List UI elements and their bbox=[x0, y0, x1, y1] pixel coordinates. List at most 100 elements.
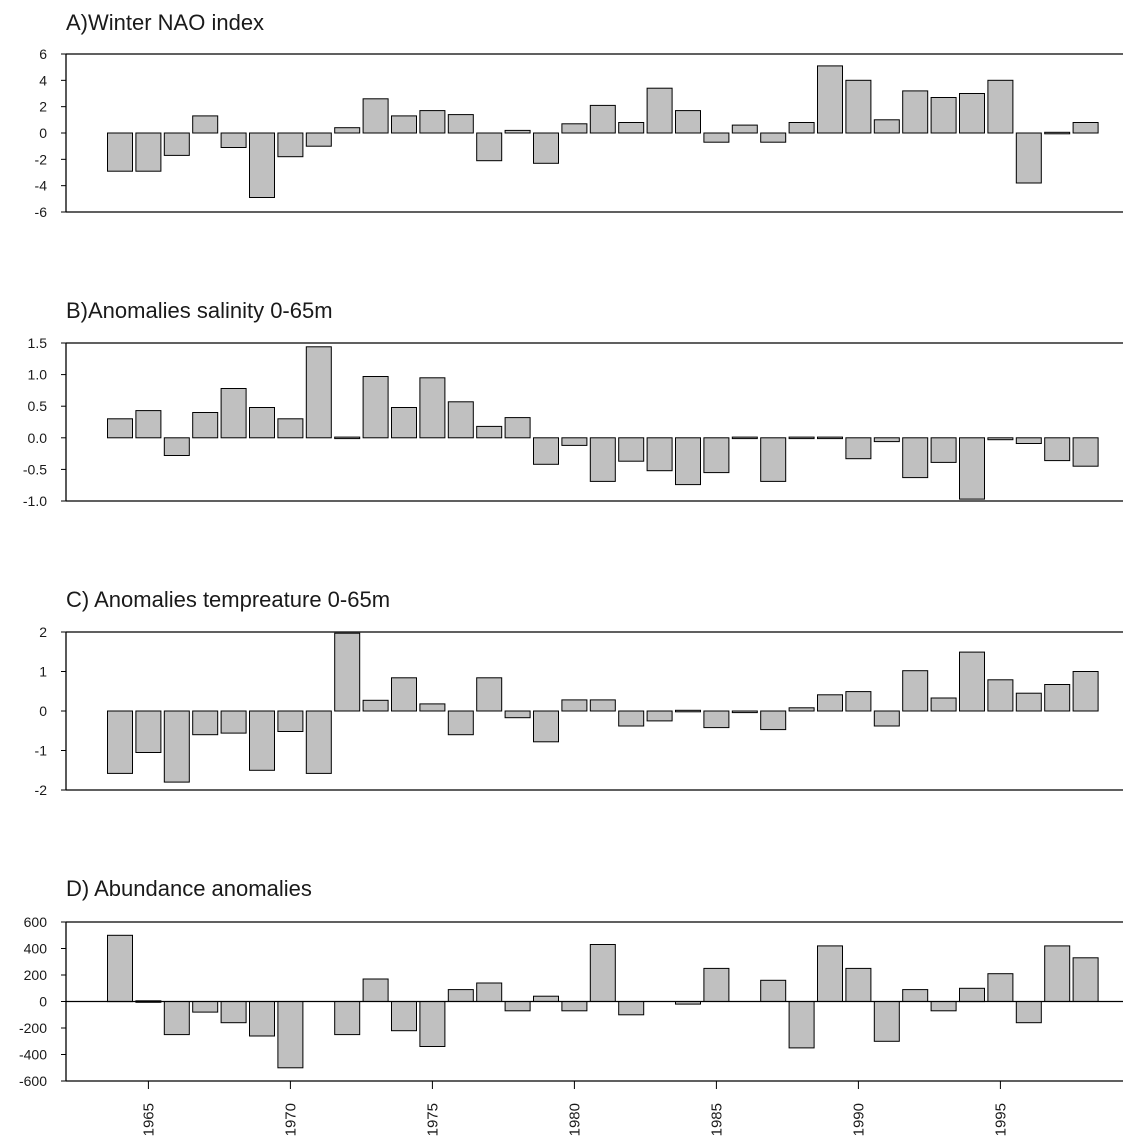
panel-a-bar-1976 bbox=[447, 114, 474, 134]
panel-b-y-tick-label: 0.5 bbox=[28, 398, 48, 414]
panel-b-bar-1978 bbox=[504, 417, 531, 439]
panel-c-bar-1997 bbox=[1044, 684, 1071, 712]
panel-d-bar-1991 bbox=[873, 1001, 900, 1042]
panel-d-bar-1997 bbox=[1044, 945, 1071, 1003]
panel-d-bar-1973 bbox=[362, 978, 389, 1002]
panel-b-y-tick-label: -0.5 bbox=[23, 461, 47, 477]
x-tick-label: 1990 bbox=[850, 1103, 867, 1136]
panel-d-y-tick-label: -200 bbox=[19, 1020, 47, 1036]
panel-c-bar-1986 bbox=[731, 710, 758, 714]
panel-d-bar-1990 bbox=[845, 967, 872, 1003]
panel-b-bar-1989 bbox=[817, 436, 843, 440]
panel-c-bar-1972 bbox=[334, 632, 361, 712]
panel-a-bar-1979 bbox=[533, 132, 559, 164]
panel-d-bar-1995 bbox=[987, 973, 1014, 1003]
panel-a-bar-1971 bbox=[305, 132, 332, 147]
panel-a-bar-1975 bbox=[419, 110, 446, 134]
panel-b-y-tick-label: 1.5 bbox=[28, 335, 48, 351]
panel-c-bar-1998 bbox=[1072, 671, 1099, 712]
panel-c-bar-1984 bbox=[675, 709, 701, 713]
panel-c-bar-1978 bbox=[504, 710, 531, 719]
panel-d-bar-1977 bbox=[476, 982, 503, 1002]
panel-a-y-tick-label: 2 bbox=[39, 99, 47, 115]
panel-d-bar-1981 bbox=[589, 944, 616, 1002]
panel-b-bar-1985 bbox=[703, 437, 730, 474]
panel-c-bar-1970 bbox=[277, 710, 304, 732]
panel-c-bar-1991 bbox=[873, 710, 900, 727]
panel-c-bar-1967 bbox=[192, 710, 219, 736]
panel-d-y-tick-label: -400 bbox=[19, 1047, 47, 1063]
panel-b-y-tick-label: 0.0 bbox=[28, 430, 48, 446]
panel-d-bar-1992 bbox=[902, 989, 929, 1002]
panel-b-bar-1969 bbox=[249, 407, 275, 439]
panel-b-y-tick-label: 1.0 bbox=[28, 367, 48, 383]
panel-a-bar-1968 bbox=[220, 132, 247, 148]
panel-c-y-tick-label: 0 bbox=[39, 703, 47, 719]
panel-b-bar-1994 bbox=[959, 437, 985, 500]
panel-c-bar-1975 bbox=[419, 703, 446, 712]
panel-c-y-tick-label: 2 bbox=[39, 624, 47, 640]
panel-c-bar-1994 bbox=[959, 651, 985, 712]
panel-d-y-tick-label: 200 bbox=[24, 967, 48, 983]
panel-b-bar-1987 bbox=[760, 437, 787, 482]
panel-c-title: C) Anomalies tempreature 0-65m bbox=[66, 587, 391, 612]
panel-d-bar-1985 bbox=[703, 967, 730, 1003]
x-tick-label: 1995 bbox=[992, 1103, 1009, 1136]
panel-a-bar-1986 bbox=[731, 124, 758, 134]
panel-c-bar-1989 bbox=[817, 694, 843, 712]
panel-d-bar-1969 bbox=[249, 1001, 275, 1037]
panel-a-bar-1991 bbox=[873, 119, 900, 134]
panel-d-bar-1979 bbox=[533, 995, 559, 1003]
panel-a-y-tick-label: -6 bbox=[35, 204, 48, 220]
panel-c-bar-1988 bbox=[788, 707, 815, 712]
panel-a-bar-1972 bbox=[334, 127, 361, 134]
panel-a-bar-1967 bbox=[192, 115, 219, 134]
panel-d-y-tick-label: 0 bbox=[39, 994, 47, 1010]
panel-c-bar-1982 bbox=[618, 710, 645, 727]
panel-d-y-tick-label: 400 bbox=[24, 941, 48, 957]
panel-b-bar-1972 bbox=[334, 436, 361, 440]
panel-c-bar-1985 bbox=[703, 710, 730, 729]
panel-d-bar-1976 bbox=[447, 989, 474, 1002]
x-tick-label: 1980 bbox=[566, 1103, 583, 1136]
panel-c-y-tick-label: -1 bbox=[35, 743, 48, 759]
panel-c-bar-1993 bbox=[930, 697, 957, 712]
panel-a-bar-1964 bbox=[107, 132, 133, 172]
panel-b-bar-1981 bbox=[589, 437, 616, 482]
panel-d-bar-1968 bbox=[220, 1001, 247, 1024]
panel-a-bar-1990 bbox=[845, 79, 872, 134]
panel-d-bar-1975 bbox=[419, 1001, 446, 1047]
panel-a-bar-1987 bbox=[760, 132, 787, 143]
panel-a-bar-1996 bbox=[1015, 132, 1042, 184]
panel-b-bar-1975 bbox=[419, 377, 446, 439]
panel-a-bar-1993 bbox=[930, 97, 957, 134]
x-tick-label: 1985 bbox=[708, 1103, 725, 1136]
panel-a-bar-1985 bbox=[703, 132, 730, 143]
panel-a-title: A)Winter NAO index bbox=[66, 10, 265, 35]
panel-d-bar-1970 bbox=[277, 1001, 304, 1069]
panel-b-bar-1984 bbox=[675, 437, 701, 486]
panel-b-bar-1966 bbox=[163, 437, 190, 456]
panel-d-bar-1988 bbox=[788, 1001, 815, 1049]
panel-a-bar-1992 bbox=[902, 90, 929, 134]
panel-a-bar-1997 bbox=[1044, 131, 1071, 135]
panel-a-bar-1984 bbox=[675, 110, 701, 134]
panel-b-bar-1977 bbox=[476, 425, 503, 439]
panel-d-y-tick-label: 600 bbox=[24, 914, 48, 930]
panel-d-bar-1998 bbox=[1072, 957, 1099, 1002]
panel-c-bar-1973 bbox=[362, 699, 389, 712]
panel-b-bar-1996 bbox=[1015, 437, 1042, 444]
panel-b-bar-1993 bbox=[930, 437, 957, 463]
panel-b-bar-1986 bbox=[731, 436, 758, 440]
panel-a-bar-1981 bbox=[589, 104, 616, 134]
panel-a-bar-1994 bbox=[959, 93, 985, 134]
panel-c-bar-1969 bbox=[249, 710, 275, 771]
panel-b-bar-1991 bbox=[873, 437, 900, 443]
panel-c-bar-1990 bbox=[845, 691, 872, 712]
panel-a-bar-1970 bbox=[277, 132, 304, 158]
panel-b-bar-1997 bbox=[1044, 437, 1071, 462]
panel-a-y-tick-label: -2 bbox=[35, 151, 48, 167]
panel-a-y-tick-label: 0 bbox=[39, 125, 47, 141]
x-tick-label: 1975 bbox=[424, 1103, 441, 1136]
panel-b-y-tick-label: -1.0 bbox=[23, 493, 47, 509]
